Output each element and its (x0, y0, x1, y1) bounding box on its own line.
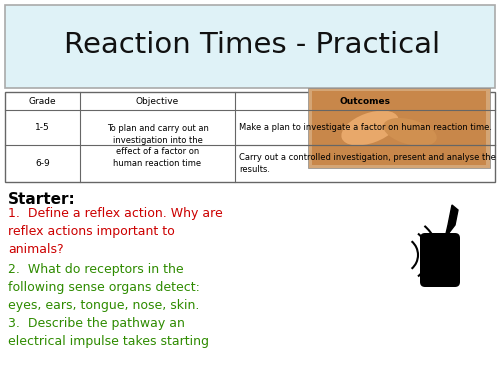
Ellipse shape (383, 118, 437, 146)
Bar (5, 5, 495, 88)
Text: 1.  Define a reflex action. Why are
reflex actions important to
animals?: 1. Define a reflex action. Why are refle… (8, 207, 223, 256)
Text: Starter:: Starter: (8, 192, 76, 207)
Polygon shape (445, 205, 458, 238)
Text: Carry out a controlled investigation, present and analyse the
results.: Carry out a controlled investigation, pr… (239, 153, 496, 174)
Text: Outcomes: Outcomes (340, 96, 390, 105)
Text: 3.  Describe the pathway an
electrical impulse takes starting: 3. Describe the pathway an electrical im… (8, 317, 209, 348)
Bar (312, 91, 486, 165)
Text: Make a plan to investigate a factor on human reaction time.: Make a plan to investigate a factor on h… (239, 123, 492, 132)
FancyBboxPatch shape (420, 233, 460, 287)
Text: Grade: Grade (28, 96, 56, 105)
Bar (308, 88, 490, 168)
Text: To plan and carry out an
investigation into the
effect of a factor on
human reac: To plan and carry out an investigation i… (106, 124, 208, 168)
Ellipse shape (342, 111, 398, 146)
Text: Reaction Times - Practical: Reaction Times - Practical (64, 31, 440, 59)
Bar (5, 92, 495, 182)
Text: Objective: Objective (136, 96, 179, 105)
Text: 6-9: 6-9 (35, 159, 50, 168)
Text: 2.  What do receptors in the
following sense organs detect:
eyes, ears, tongue, : 2. What do receptors in the following se… (8, 263, 200, 312)
Text: 1-5: 1-5 (35, 123, 50, 132)
